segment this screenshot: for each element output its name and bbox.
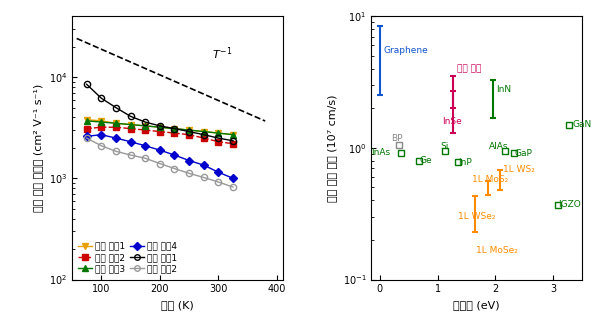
- Text: InSe: InSe: [442, 116, 462, 125]
- Text: InN: InN: [496, 84, 511, 94]
- Legend: 신규 소자1, 신규 소자2, 신규 소자3, 신규 소자4, 기존 소자1, 기존 소자2: 신규 소자1, 신규 소자2, 신규 소자3, 신규 소자4, 기존 소자1, …: [77, 240, 179, 275]
- Text: BP: BP: [391, 134, 403, 143]
- Y-axis label: 전자 포화 속도 (10⁷ cm/s): 전자 포화 속도 (10⁷ cm/s): [327, 94, 337, 202]
- X-axis label: 밴드곭 (eV): 밴드곭 (eV): [454, 300, 500, 310]
- Text: 신규 소자: 신규 소자: [457, 64, 481, 73]
- Text: 1L WSe₂: 1L WSe₂: [458, 212, 496, 221]
- Text: Ge: Ge: [419, 156, 432, 165]
- X-axis label: 온도 (K): 온도 (K): [161, 300, 194, 310]
- Y-axis label: 전계 효과 이동도 (cm² V⁻¹ s⁻¹): 전계 효과 이동도 (cm² V⁻¹ s⁻¹): [33, 84, 43, 212]
- Text: GaN: GaN: [573, 120, 592, 129]
- Text: GaP: GaP: [514, 149, 532, 158]
- Text: 1L WS₂: 1L WS₂: [503, 165, 535, 175]
- Text: AlAs: AlAs: [488, 142, 508, 151]
- Text: $T^{-1}$: $T^{-1}$: [212, 46, 233, 62]
- Text: InAs: InAs: [371, 148, 391, 157]
- Text: 1L MoS₂: 1L MoS₂: [472, 175, 509, 184]
- Text: Graphene: Graphene: [383, 46, 428, 55]
- Text: IGZO: IGZO: [559, 200, 581, 209]
- Text: InP: InP: [458, 158, 472, 167]
- Text: Si: Si: [440, 142, 448, 151]
- Text: 1L MoSe₂: 1L MoSe₂: [476, 246, 518, 255]
